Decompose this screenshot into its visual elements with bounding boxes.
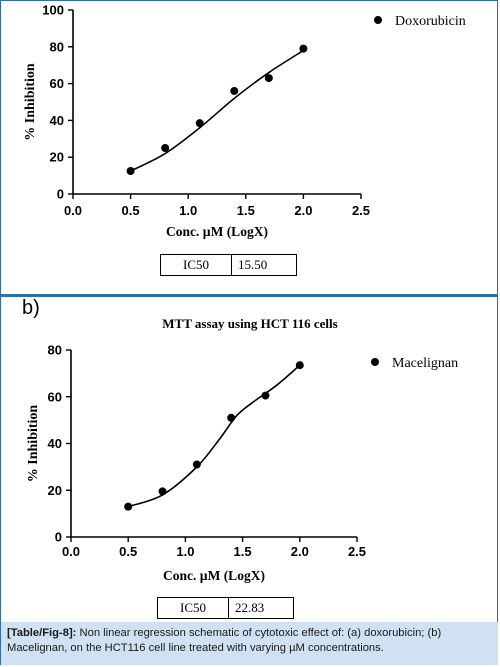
y-axis-label: % Inhibition [23,63,38,141]
ic50-label-a: IC50 [161,255,232,275]
caption-prefix: [Table/Fig-8]: [7,627,77,639]
fit-curve [130,49,304,172]
x-tick-label: 1.5 [237,203,255,218]
y-tick-label: 40 [50,113,64,128]
caption-text: Non linear regression schematic of cytot… [7,627,442,654]
x-tick-label: 2.0 [294,203,312,218]
fit-curve [127,364,301,508]
ic50-box-b: IC50 22.83 [157,597,294,619]
ic50-value-a: 15.50 [238,257,268,272]
x-tick-label: 0.0 [62,544,80,559]
y-tick-label: 0 [57,187,64,202]
x-tick-label: 2.0 [291,544,309,559]
data-point [124,502,133,511]
x-tick-label: 1.0 [179,203,197,218]
x-axis-label: Conc. µM (LogX) [163,568,265,583]
data-point [126,167,135,175]
chart-b: 0 20 40 60 80 0.0 0.5 1.0 1.5 2.0 2.5 Conc. µM (Log… [26,343,458,584]
panel-b-label: b) [22,297,40,319]
data-point [299,44,308,53]
x-tick-label: 0.0 [64,203,82,218]
y-tick-label: 20 [50,150,64,165]
y-tick-label: 0 [55,530,62,545]
data-point [158,487,167,496]
y-tick-label: 80 [50,39,64,54]
ic50-box-a: IC50 15.50 [160,254,297,276]
data-point [227,413,236,422]
y-axis-label: % Inhibition [26,405,41,483]
x-tick-label: 1.5 [234,544,252,559]
x-tick-label: 0.5 [122,203,140,218]
data-point [161,144,170,152]
y-tick-label: 40 [48,436,62,451]
x-tick-label: 2.5 [352,203,370,218]
data-point [261,391,270,400]
legend-marker [374,16,382,24]
legend-label: Doxorubicin [395,14,466,29]
x-tick-label: 1.0 [176,544,194,559]
chart-b-title: MTT assay using HCT 116 cells [162,316,338,331]
data-point [195,119,204,128]
y-tick-label: 60 [50,76,64,91]
figure-caption: [Table/Fig-8]: Non linear regression sch… [1,622,498,665]
legend-marker [371,358,379,366]
data-point [230,86,239,95]
data-point [295,361,304,370]
panel-divider [1,294,498,297]
y-tick-label: 20 [48,483,62,498]
x-tick-label: 0.5 [119,544,137,559]
data-point [264,74,273,83]
ic50-value-b: 22.83 [235,600,265,615]
y-tick-label: 60 [48,389,62,404]
y-tick-label: 100 [42,3,64,18]
x-tick-label: 2.5 [348,544,366,559]
x-axis-label: Conc. µM (LogX) [166,224,268,239]
y-tick-label: 80 [48,343,62,358]
chart-a: 0 20 40 60 80 100 0.0 0.5 1.0 1.5 2.0 2.5 Conc. µM (… [23,3,466,240]
legend-label: Macelignan [392,356,458,371]
data-point [192,460,201,469]
ic50-label-b: IC50 [158,598,229,618]
